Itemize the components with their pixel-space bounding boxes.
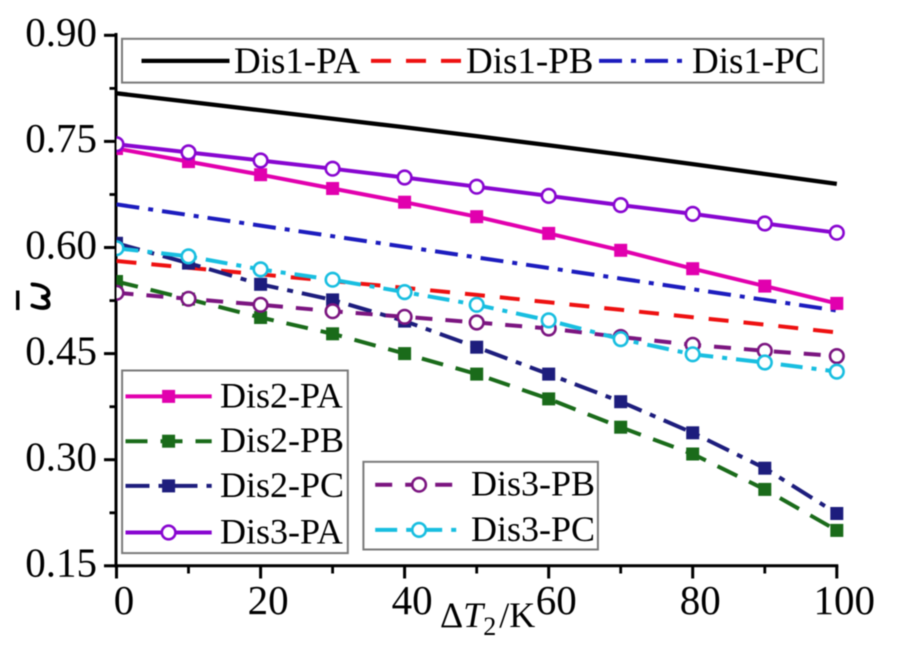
svg-text:40: 40 [392,577,433,623]
svg-text:100: 100 [814,577,876,623]
svg-text:Dis3-PA: Dis3-PA [220,512,343,552]
svg-text:Dis2-PC: Dis2-PC [220,465,344,505]
svg-text:0.30: 0.30 [25,434,97,480]
svg-text:20: 20 [248,577,289,623]
svg-text:Dis3-PB: Dis3-PB [471,464,595,504]
svg-text:Dis2-PA: Dis2-PA [220,375,343,415]
svg-text:0: 0 [114,577,135,623]
svg-text:0.45: 0.45 [25,327,97,373]
svg-text:80: 80 [680,577,721,623]
svg-text:0.15: 0.15 [25,540,97,586]
svg-text:Dis1-PA: Dis1-PA [234,41,360,82]
svg-text:Dis1-PC: Dis1-PC [692,41,819,82]
svg-text:Dis3-PC: Dis3-PC [471,509,595,549]
svg-text:Dis2-PB: Dis2-PB [220,420,344,460]
svg-text:ΔT2/K: ΔT2/K [440,595,535,641]
svg-text:0.75: 0.75 [25,115,97,161]
svg-text:0.90: 0.90 [25,9,97,55]
svg-text:60: 60 [536,577,577,623]
svg-text:0.60: 0.60 [25,221,97,267]
svg-text:Dis1-PB: Dis1-PB [466,41,593,82]
